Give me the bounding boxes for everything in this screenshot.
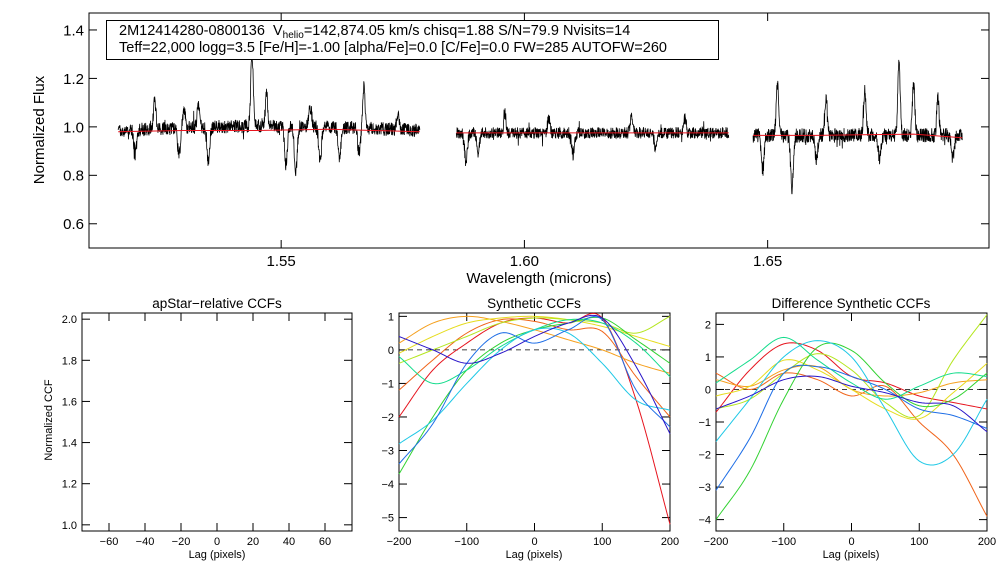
- spectrum-ytick-label: 0.8: [63, 168, 84, 185]
- synthetic-ccf-ytick-label: 1: [388, 311, 394, 323]
- spectrum-xtick-label: 1.65: [753, 253, 782, 270]
- synthetic-ccf-xtick-label: 0: [531, 536, 537, 548]
- difference-ccf-series-7: [715, 336, 988, 400]
- difference-ccf-xtick-label: −200: [704, 536, 729, 548]
- apstar-ccf-xlabel: Lag (pixels): [189, 549, 246, 561]
- difference-ccf-axes: −200 −100 0 100 200 −4 −3 −2 −1 0 1 2: [698, 313, 996, 548]
- spectrum-ytick-label: 1.2: [63, 71, 84, 88]
- spectrum-ytick-label: 1.4: [63, 22, 84, 39]
- apstar-ccf-xtick-label: 0: [214, 536, 220, 548]
- synthetic-ccf-series-2: [398, 318, 671, 418]
- difference-ccf-ytick-label: 0: [705, 384, 711, 396]
- synthetic-ccf-ytick-label: −3: [381, 445, 394, 457]
- spectrum-xtick-label: 1.55: [267, 253, 296, 270]
- spectrum-plot-frame: [88, 12, 990, 249]
- spectrum-xtick-label: 1.60: [510, 253, 539, 270]
- synthetic-ccf-plot-frame: [398, 312, 671, 532]
- difference-ccf-series-5: [715, 314, 988, 418]
- apstar-ccf-ytick-label: 1.0: [62, 520, 77, 532]
- difference-ccf-ytick-label: −2: [698, 449, 711, 461]
- apstar-ccf-ytick-label: 2.0: [62, 314, 77, 326]
- difference-ccf-series-8: [715, 340, 988, 466]
- synthetic-ccf-ytick-label: −1: [381, 378, 394, 390]
- difference-ccf-ytick-label: 2: [705, 319, 711, 331]
- synthetic-ccf-xtick-label: −200: [387, 536, 412, 548]
- apstar-ccf-ytick-label: 1.4: [62, 438, 77, 450]
- difference-ccf-ytick-label: 1: [705, 352, 711, 364]
- spectrum-ylabel: Normalized Flux: [31, 75, 48, 184]
- apstar-ccf-plot-frame: [81, 312, 353, 532]
- difference-ccf-xtick-label: −100: [771, 536, 796, 548]
- synthetic-ccf-series-10: [398, 314, 671, 434]
- synthetic-ccf-series-9: [398, 315, 671, 465]
- apstar-ccf-title: apStar−relative CCFs: [152, 296, 282, 311]
- spectrum-ytick-label: 1.0: [63, 119, 84, 136]
- info-line-2: Teff=22,000 logg=3.5 [Fe/H]=-1.00 [alpha…: [119, 40, 667, 56]
- apstar-ccf-ylabel: Normalized CCF: [43, 379, 55, 461]
- spectrum-ytick-label: 0.6: [63, 216, 84, 233]
- spectrum-chip-1: [117, 55, 421, 177]
- difference-ccf-ytick-label: −4: [698, 515, 711, 527]
- synthetic-ccf-title: Synthetic CCFs: [487, 296, 581, 311]
- synthetic-ccf-xtick-label: 200: [661, 536, 679, 548]
- difference-ccf-xlabel: Lag (pixels): [823, 549, 880, 561]
- synthetic-ccf-panel: Synthetic CCFs −200 −100 0 100 200 −5 −4 −3 −2 −1…: [381, 296, 679, 561]
- difference-ccf-plot-frame: [715, 312, 988, 532]
- spectrum-data: [117, 55, 963, 195]
- difference-ccf-series-2: [715, 372, 988, 517]
- apstar-ccf-panel: apStar−relative CCFs −60 −40 −20 0 20 40 60 1.0…: [43, 296, 353, 561]
- info-line-1: 2M12414280-0800136 Vhelio=142,874.05 km/…: [119, 23, 718, 41]
- spectrum-panel: 1.55 1.60 1.65 0.6 0.8 1.0 1.2 1.4 Wavelength (…: [31, 12, 990, 287]
- difference-ccf-panel: Difference Synthetic CCFs −200 −100 0 100 20…: [698, 296, 996, 561]
- synthetic-ccf-ytick-label: −2: [381, 412, 394, 424]
- spectrum-axes: 1.55 1.60 1.65 0.6 0.8 1.0 1.2 1.4: [63, 13, 989, 270]
- object-id: 2M12414280-0800136: [119, 23, 265, 39]
- synthetic-ccf-series-4: [398, 315, 671, 354]
- synthetic-ccf-series-3: [398, 315, 671, 374]
- spectrum-chip-3: [752, 59, 963, 195]
- apstar-ccf-ytick-label: 1.8: [62, 355, 77, 367]
- apstar-ccf-ytick-label: 1.6: [62, 396, 77, 408]
- synthetic-ccf-xlabel: Lag (pixels): [506, 549, 563, 561]
- synthetic-ccf-series-8: [398, 327, 671, 445]
- synthetic-ccf-series-7: [398, 318, 671, 385]
- apstar-ccf-ytick-label: 1.2: [62, 479, 77, 491]
- difference-ccf-title: Difference Synthetic CCFs: [772, 296, 931, 311]
- difference-ccf-ytick-label: −1: [698, 417, 711, 429]
- vhelio-stats: =142,874.05 km/s chisq=1.88 S/N=79.9 Nvi…: [303, 23, 631, 39]
- apstar-ccf-axes: −60 −40 −20 0 20 40 60 1.0 1.2 1.4 1.6 1.8 2.0: [62, 313, 352, 548]
- synthetic-ccf-xtick-label: −100: [454, 536, 479, 548]
- synthetic-ccf-ytick-label: −4: [381, 479, 394, 491]
- apstar-ccf-xtick-label: 20: [247, 536, 259, 548]
- difference-ccf-series-10: [715, 375, 988, 433]
- difference-ccf-xtick-label: 0: [848, 536, 854, 548]
- synthetic-ccf-series-6: [398, 316, 671, 475]
- vhelio-label: V: [273, 23, 283, 39]
- apstar-ccf-xtick-label: −20: [172, 536, 191, 548]
- spectrum-chip-2: [455, 108, 730, 166]
- apstar-ccf-xtick-label: 60: [319, 536, 331, 548]
- apstar-ccf-xtick-label: 40: [283, 536, 295, 548]
- stellar-parameters-box: 2M12414280-0800136 Vhelio=142,874.05 km/…: [106, 20, 719, 60]
- synthetic-ccf-series-5: [398, 315, 671, 364]
- difference-ccf-series-9: [715, 364, 988, 491]
- synthetic-ccf-data: [398, 312, 671, 525]
- spectrum-xlabel: Wavelength (microns): [466, 270, 611, 287]
- synthetic-ccf-xtick-label: 100: [593, 536, 611, 548]
- model-spectrum-3: [753, 133, 963, 139]
- difference-ccf-data: [715, 314, 988, 520]
- synthetic-ccf-ytick-label: 0: [388, 345, 394, 357]
- difference-ccf-xtick-label: 200: [978, 536, 996, 548]
- difference-ccf-xtick-label: 100: [910, 536, 928, 548]
- difference-ccf-series-6: [715, 342, 988, 520]
- apstar-ccf-xtick-label: −60: [100, 536, 119, 548]
- model-spectrum-1: [118, 128, 420, 133]
- synthetic-ccf-ytick-label: −5: [381, 513, 394, 525]
- synthetic-ccf-series-1: [398, 312, 671, 525]
- apstar-ccf-xtick-label: −40: [136, 536, 155, 548]
- vhelio-subscript: helio: [282, 30, 304, 41]
- difference-ccf-ytick-label: −3: [698, 482, 711, 494]
